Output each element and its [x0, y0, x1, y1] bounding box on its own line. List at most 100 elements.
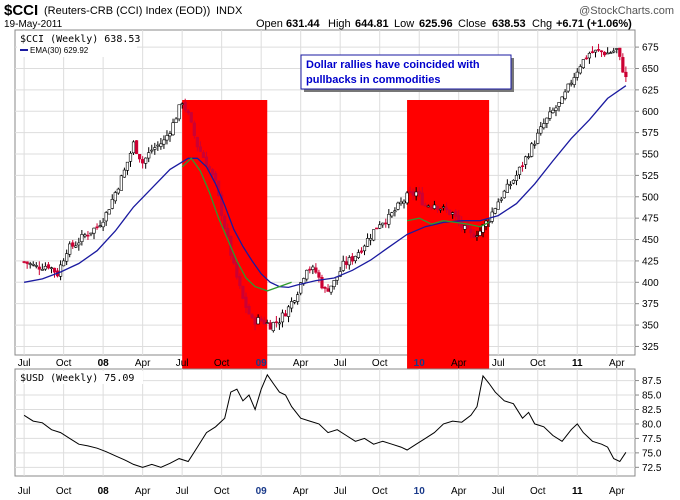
cci-candle-body — [578, 66, 582, 74]
cci-candle-body — [493, 208, 497, 214]
cci-candle-body — [411, 191, 415, 196]
annotation-box: Dollar rallies have coincided with pullb… — [300, 54, 514, 92]
cci-candle-body — [505, 183, 509, 193]
annotation-line-2: pullbacks in commodities — [306, 74, 440, 86]
cci-candle-body — [517, 166, 522, 175]
cci-candle-body — [235, 262, 239, 278]
cci-candle-body — [113, 192, 117, 202]
cci-candle-body — [138, 154, 142, 160]
cci-y-tick-label: 325 — [642, 342, 659, 353]
cci-candle-body — [308, 268, 312, 271]
cci-candle-body — [311, 266, 315, 270]
usd-y-axis: 72.5 75.0 77.5 80.0 82.5 85.0 87.5 — [635, 376, 662, 474]
cci-candle-body — [502, 190, 506, 199]
cci-y-tick-label: 450 — [642, 235, 659, 246]
cci-candle-body — [359, 250, 364, 253]
cci-candle-body — [408, 190, 412, 193]
cci-candle-body — [426, 205, 430, 208]
cci-y-tick-label: 550 — [642, 150, 659, 161]
cci-candle-body — [536, 132, 540, 144]
cci-candle-body — [353, 255, 357, 262]
cci-y-tick-label: 475 — [642, 214, 659, 225]
cci-candle-body — [92, 227, 96, 234]
cci-candle-body — [347, 257, 351, 266]
cci-y-tick-label: 375 — [642, 299, 659, 310]
cci-candle-body — [74, 245, 78, 248]
cci-candle-body — [144, 157, 148, 164]
index-name: (Reuters-CRB (CCI) Index (EOD)) — [44, 5, 210, 17]
usd-x-tick-label: Jul — [18, 486, 31, 497]
cci-candle-body — [460, 220, 464, 228]
cci-candle-body — [475, 235, 479, 237]
usd-x-tick-label: Oct — [214, 486, 230, 497]
cci-candle-body — [496, 201, 500, 210]
cci-candle-body — [80, 234, 84, 242]
cci-candle-body — [213, 172, 218, 181]
cci-candle-body — [244, 296, 248, 308]
low-label: Low — [394, 18, 414, 30]
cci-candle-body — [581, 59, 585, 69]
cci-candle-body — [338, 271, 342, 277]
cci-candle-body — [98, 225, 102, 227]
cci-candle-body — [293, 300, 297, 303]
cci-candle-body — [49, 267, 54, 269]
usd-series — [23, 373, 627, 468]
cci-candle-body — [223, 215, 227, 229]
cci-candle-body — [323, 286, 327, 289]
cci-candle-body — [551, 109, 555, 114]
cci-candle-body — [545, 117, 549, 124]
cci-legend: $CCI (Weekly) 638.53 EMA(30) 629.92 — [17, 31, 140, 57]
cci-candle-body — [350, 256, 354, 262]
quote-bar: Open 631.44 High 644.81 Low 625.96 Close… — [256, 18, 632, 30]
cci-candle-body — [420, 192, 424, 206]
cci-candle-body — [511, 179, 516, 184]
cci-candle-body — [417, 190, 421, 195]
cci-candle-body — [378, 224, 382, 229]
cci-candle-body — [25, 261, 29, 264]
cci-candle-body — [390, 212, 394, 217]
usd-y-tick-label: 85.0 — [642, 391, 662, 402]
cci-candle-body — [204, 156, 209, 167]
cci-candle-body — [46, 264, 51, 269]
cci-candle-body — [593, 49, 598, 53]
cci-x-tick-label: 08 — [98, 358, 110, 369]
cci-candle-body — [201, 152, 206, 158]
close-value: 638.53 — [492, 18, 526, 30]
usd-legend-bg — [17, 371, 143, 384]
usd-x-tick-label: Jul — [176, 486, 189, 497]
cci-x-tick-label: Oct — [372, 358, 388, 369]
dollar-rally-highlight-2 — [407, 100, 490, 376]
cci-candle-body — [34, 265, 38, 267]
cci-candle-body — [381, 222, 385, 226]
cci-candle-body — [238, 276, 242, 287]
cci-candle-body — [89, 232, 93, 235]
cci-candle-body — [271, 322, 275, 332]
cci-candle-body — [86, 234, 90, 237]
usd-y-tick-label: 80.0 — [642, 419, 662, 430]
annotation-frame — [300, 54, 512, 90]
cci-candle-body — [384, 222, 388, 225]
cci-candle-body — [387, 214, 391, 225]
cci-candle-body — [548, 111, 552, 119]
cci-candle-body — [587, 52, 592, 59]
usd-y-tick-label: 72.5 — [642, 463, 662, 474]
cci-candle-body — [162, 139, 166, 145]
cci-legend-main: $CCI (Weekly) 638.53 — [20, 34, 140, 45]
cci-candle-body — [396, 202, 400, 210]
cci-candle-body — [286, 306, 291, 317]
cci-candle-body — [95, 226, 99, 229]
cci-y-axis: 325 350 375 400 425 450 475 500 525 550 575 600 625 6… — [635, 43, 659, 353]
cci-candle-body — [183, 101, 187, 111]
cci-candle-body — [262, 319, 266, 325]
cci-candle-body — [487, 221, 491, 223]
cci-candle-body — [165, 135, 169, 141]
cci-candle-body — [530, 143, 534, 157]
cci-candle-body — [210, 169, 215, 176]
cci-candle-body — [110, 199, 114, 209]
cci-candle-body — [375, 227, 379, 230]
low-value: 625.96 — [419, 18, 453, 30]
cci-x-tick-label: Apr — [293, 358, 309, 369]
cci-candle-body — [40, 268, 44, 271]
cci-candle-body — [599, 50, 604, 53]
usd-x-tick-label: Apr — [451, 486, 467, 497]
